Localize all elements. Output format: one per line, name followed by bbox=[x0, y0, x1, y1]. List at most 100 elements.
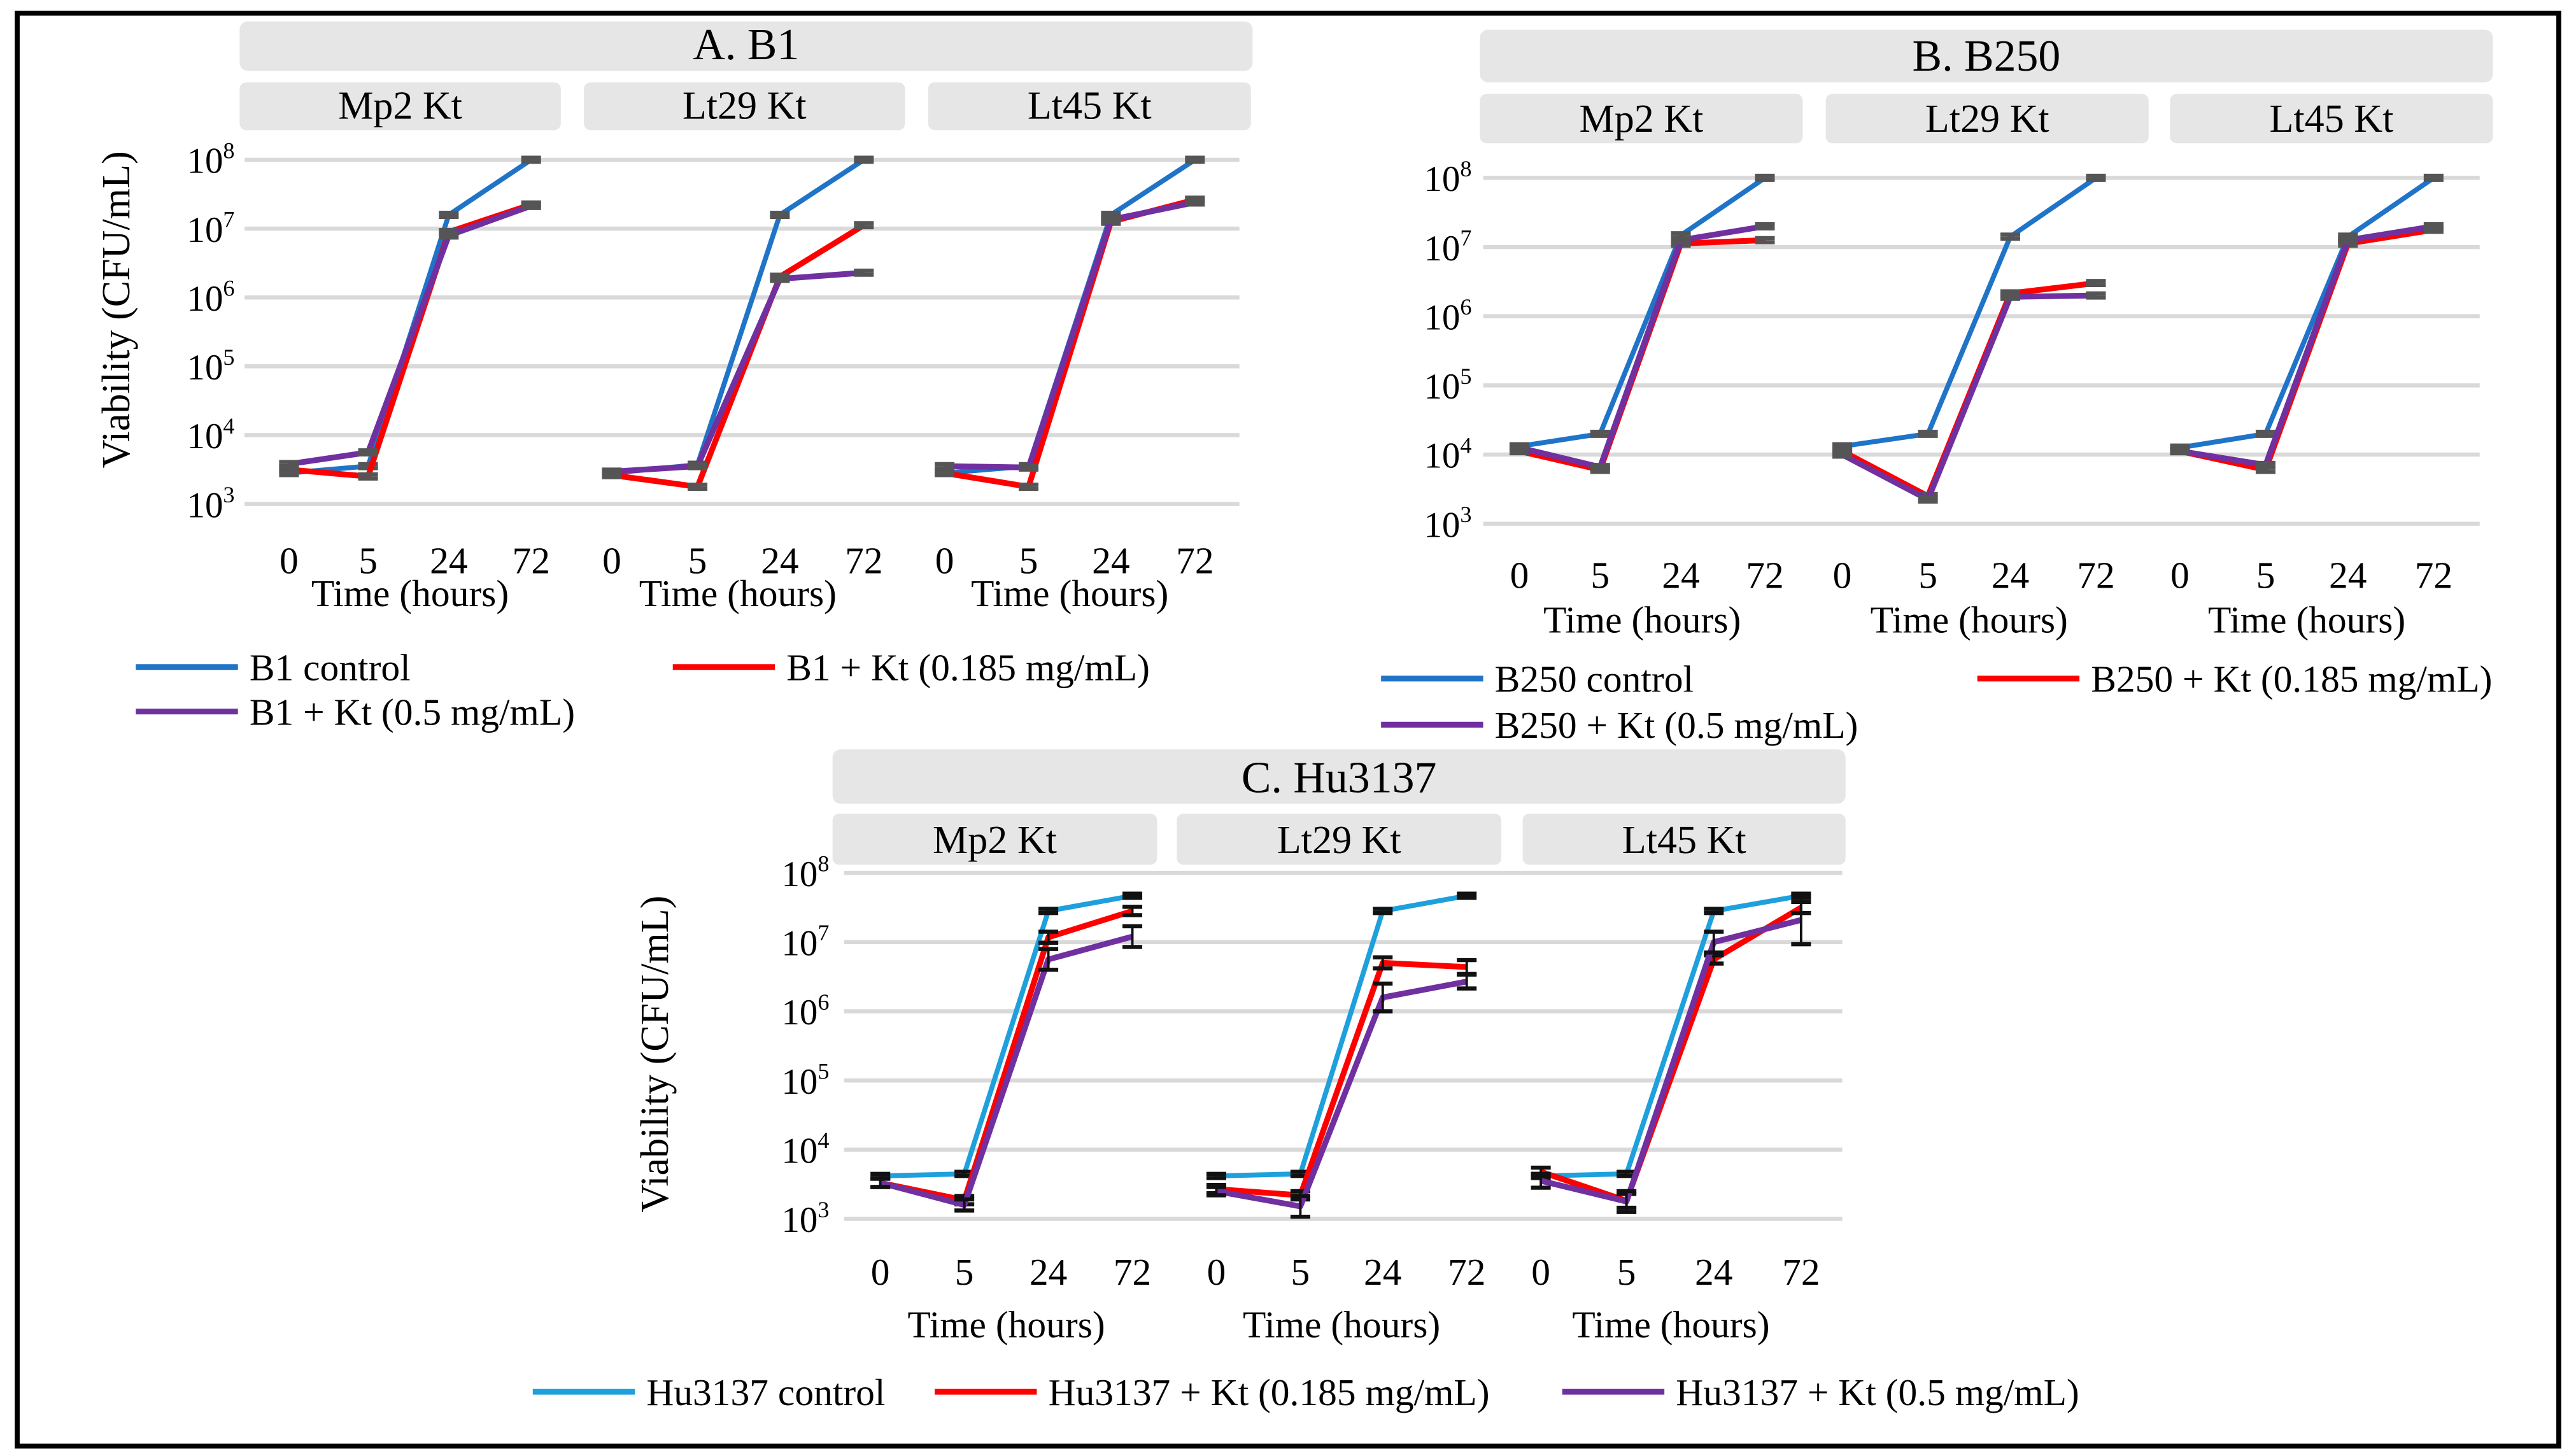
x-tick-label: 5 bbox=[1019, 539, 1038, 581]
data-point bbox=[1028, 467, 1029, 468]
series-line bbox=[880, 893, 1133, 1178]
x-tick-label: 24 bbox=[1662, 555, 1700, 597]
data-point bbox=[1048, 910, 1049, 912]
data-point bbox=[288, 463, 290, 465]
x-tick-label: 0 bbox=[280, 539, 299, 581]
series-line bbox=[1518, 176, 1767, 449]
panel-header-box bbox=[832, 749, 1846, 804]
series-line bbox=[1216, 959, 1467, 1199]
series-line bbox=[879, 933, 1133, 1208]
y-tick-label: 108 bbox=[1424, 156, 1471, 199]
facet-title: Lt29 Kt bbox=[1925, 97, 2049, 141]
data-point bbox=[2433, 226, 2434, 227]
facet-header-box bbox=[1177, 814, 1502, 865]
y-tick-label: 103 bbox=[1424, 502, 1471, 545]
y-tick-base: 10 bbox=[781, 993, 817, 1033]
y-tick-label: 104 bbox=[187, 413, 235, 456]
y-tick-base: 10 bbox=[1424, 367, 1460, 407]
y-tick-label: 108 bbox=[187, 138, 235, 181]
y-tick-label: 105 bbox=[1424, 364, 1471, 407]
x-tick-label: 72 bbox=[1782, 1251, 1820, 1293]
y-tick-label: 104 bbox=[1424, 432, 1471, 476]
legend-label: B1 + Kt (0.5 mg/mL) bbox=[250, 691, 575, 733]
x-tick-label: 72 bbox=[2077, 555, 2115, 597]
y-tick-label: 107 bbox=[187, 207, 235, 250]
y-tick-base: 10 bbox=[1424, 159, 1460, 199]
legend-label: B250 + Kt (0.5 mg/mL) bbox=[1495, 704, 1858, 746]
data-point bbox=[1626, 1201, 1627, 1202]
data-point bbox=[1216, 1175, 1217, 1177]
series-line bbox=[944, 199, 1196, 470]
y-tick-base: 10 bbox=[187, 348, 223, 388]
x-tick-label: 0 bbox=[871, 1251, 890, 1293]
x-tick-label: 5 bbox=[2256, 555, 2275, 597]
data-point bbox=[1764, 239, 1766, 241]
x-tick-label: 0 bbox=[935, 539, 954, 581]
series-line bbox=[1215, 979, 1468, 1210]
data-point bbox=[1764, 226, 1766, 227]
y-tick-exponent: 6 bbox=[817, 989, 829, 1015]
series-line bbox=[2179, 223, 2435, 468]
y-tick-exponent: 5 bbox=[1460, 364, 1471, 389]
y-tick-exponent: 8 bbox=[1460, 156, 1471, 181]
x-tick-label: 5 bbox=[1590, 555, 1610, 597]
legend-label: Hu3137 + Kt (0.185 mg/mL) bbox=[1049, 1371, 1490, 1413]
y-axis-title: Viability (CFU/mL) bbox=[633, 896, 677, 1213]
x-tick-label: 24 bbox=[1092, 539, 1130, 581]
y-tick-base: 10 bbox=[1424, 505, 1460, 545]
panel-header-box bbox=[1480, 29, 2493, 83]
data-point bbox=[1801, 919, 1802, 921]
data-point bbox=[1216, 1191, 1217, 1192]
y-tick-base: 10 bbox=[1424, 229, 1460, 269]
y-tick-base: 10 bbox=[781, 1131, 817, 1171]
x-tick-label: 0 bbox=[1833, 555, 1852, 597]
data-point bbox=[1048, 937, 1049, 938]
y-tick-exponent: 3 bbox=[223, 482, 234, 507]
y-axis-title: Viability (CFU/mL) bbox=[95, 151, 138, 468]
data-point bbox=[1842, 446, 1843, 447]
x-tick-label: 72 bbox=[1448, 1251, 1486, 1293]
y-tick-exponent: 3 bbox=[1460, 502, 1471, 527]
series-line bbox=[288, 203, 532, 467]
y-tick-exponent: 8 bbox=[817, 851, 829, 877]
x-tick-label: 24 bbox=[1695, 1251, 1732, 1293]
facet-header-box bbox=[832, 814, 1157, 865]
x-tick-label: 0 bbox=[602, 539, 621, 581]
x-axis-title: Time (hours) bbox=[1543, 598, 1741, 640]
facet-header-box bbox=[1480, 94, 1803, 144]
facet-header-box bbox=[928, 82, 1251, 131]
facet-header-box bbox=[239, 82, 561, 131]
y-tick-exponent: 5 bbox=[817, 1059, 829, 1084]
data-point bbox=[1132, 910, 1133, 912]
data-point bbox=[697, 486, 698, 487]
data-point bbox=[1382, 997, 1384, 998]
x-tick-label: 5 bbox=[1918, 555, 1937, 597]
x-tick-label: 72 bbox=[512, 539, 550, 581]
x-axis-title: Time (hours) bbox=[2208, 598, 2405, 640]
data-point bbox=[367, 465, 369, 467]
data-point bbox=[1713, 959, 1715, 960]
y-tick-label: 103 bbox=[187, 482, 235, 525]
series-line bbox=[2179, 176, 2435, 451]
facet-title: Lt45 Kt bbox=[1622, 819, 1746, 862]
facet-title: Mp2 Kt bbox=[338, 84, 462, 127]
facet-header-box bbox=[584, 82, 905, 131]
x-tick-label: 5 bbox=[358, 539, 378, 581]
data-point bbox=[964, 1173, 965, 1175]
facet-title: Lt29 Kt bbox=[1277, 819, 1401, 862]
y-tick-exponent: 7 bbox=[1460, 225, 1471, 250]
x-tick-label: 72 bbox=[1176, 539, 1214, 581]
y-tick-label: 106 bbox=[1424, 294, 1471, 337]
y-tick-exponent: 3 bbox=[817, 1197, 829, 1222]
y-tick-base: 10 bbox=[781, 854, 817, 894]
x-tick-label: 24 bbox=[761, 539, 799, 581]
x-tick-label: 72 bbox=[2415, 555, 2453, 597]
y-tick-exponent: 4 bbox=[817, 1127, 829, 1153]
data-point bbox=[1626, 1173, 1627, 1175]
series-line bbox=[1518, 223, 1766, 470]
x-axis-title: Time (hours) bbox=[908, 1304, 1105, 1346]
y-tick-exponent: 7 bbox=[817, 920, 829, 945]
